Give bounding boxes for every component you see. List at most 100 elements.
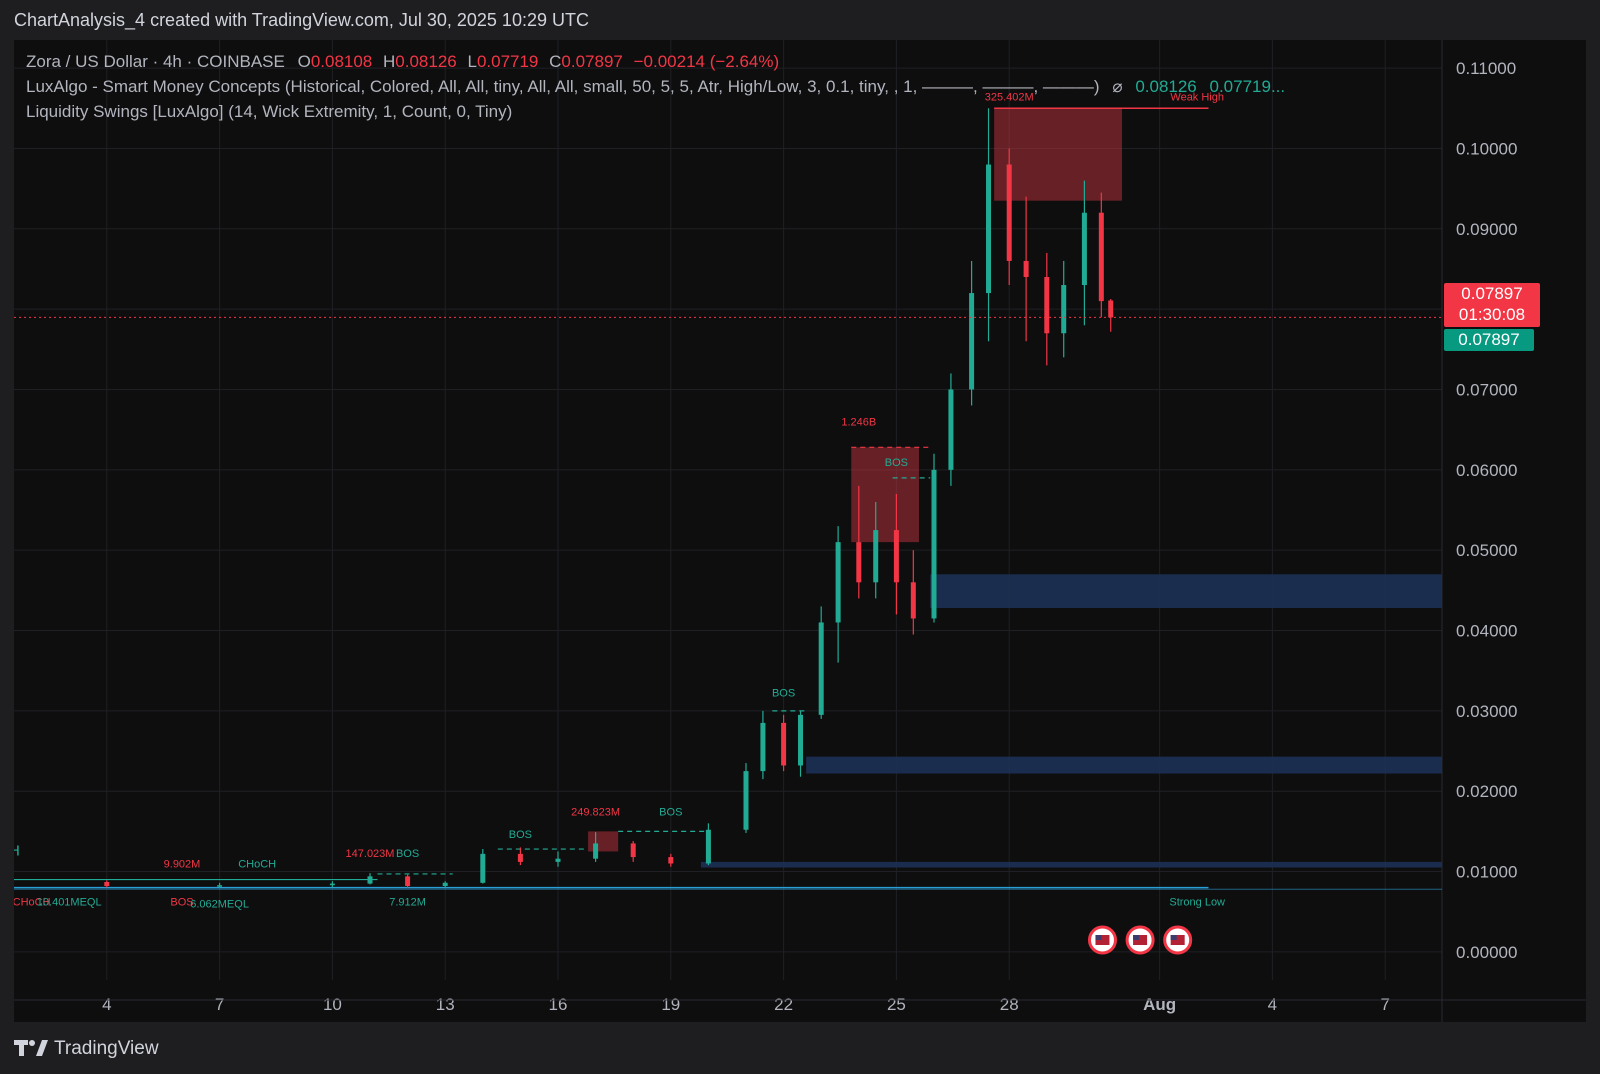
tradingview-logo-icon	[14, 1040, 48, 1056]
chart-annotation: BOS	[170, 896, 193, 908]
chart-annotation: 1.246B	[841, 417, 876, 429]
candle	[948, 389, 954, 470]
legend-low-label: L	[467, 52, 477, 71]
chart-annotation: BOS	[396, 848, 419, 860]
chart-annotation: BOS	[772, 687, 795, 699]
x-tick-label: 19	[661, 995, 680, 1014]
chart-annotation: 10.401MEQL	[37, 896, 102, 908]
supply-zone	[994, 108, 1122, 201]
candle	[818, 622, 824, 715]
x-tick-label: 10	[323, 995, 342, 1014]
candle	[329, 883, 335, 886]
chart-annotation: CHoCH	[238, 859, 276, 871]
y-tick-label: 0.02000	[1456, 782, 1517, 801]
candle	[893, 530, 899, 583]
legend-row-liquidity[interactable]: Liquidity Swings [LuxAlgo] (14, Wick Ext…	[26, 102, 512, 122]
candle	[1098, 212, 1104, 302]
x-tick-label: 4	[1268, 995, 1277, 1014]
chart-annotation: 6.062MEQL	[190, 899, 249, 911]
legend-open: 0.08108	[310, 52, 373, 71]
chart-annotation: CHoCH	[14, 842, 20, 859]
legend-close-label: C	[549, 52, 562, 71]
indicator-smc-label[interactable]: LuxAlgo - Smart Money Concepts (Historic…	[26, 77, 1100, 96]
y-tick-label: 0.03000	[1456, 702, 1517, 721]
x-tick-label: 7	[215, 995, 224, 1014]
y-tick-label: 0.01000	[1456, 863, 1517, 882]
indicator-smc-value-1: 0.08126	[1135, 77, 1197, 96]
chart-area[interactable]: 0.110000.100000.090000.080000.070000.060…	[14, 40, 1586, 1022]
x-tick-label: 13	[436, 995, 455, 1014]
candle	[1081, 212, 1087, 286]
legend-open-label: O	[297, 52, 311, 71]
x-tick-label: 22	[774, 995, 793, 1014]
candle	[217, 885, 223, 887]
candle	[743, 771, 749, 830]
candle	[931, 469, 937, 619]
candle	[1023, 260, 1029, 278]
legend-change: −0.00214 (−2.64%)	[633, 52, 780, 71]
indicator-liquidity-label[interactable]: Liquidity Swings [LuxAlgo] (14, Wick Ext…	[26, 102, 513, 121]
legend-low: 0.07719	[476, 52, 539, 71]
supply-zone	[588, 831, 619, 852]
chart-annotation: BOS	[509, 829, 532, 841]
x-tick-label: Aug	[1143, 995, 1176, 1014]
candle	[873, 530, 879, 583]
current-price-value: 0.07897	[1461, 284, 1523, 303]
candle	[104, 881, 110, 886]
close-price-tag: 0.07897	[1444, 329, 1534, 351]
candle	[442, 882, 448, 886]
y-tick-label: 0.00000	[1456, 943, 1517, 962]
us-flag-stripe-icon	[1133, 935, 1148, 945]
us-flag-stripe-icon	[1095, 935, 1110, 945]
indicator-smc-value-2: 0.07719...	[1209, 77, 1286, 96]
candle	[555, 858, 561, 862]
y-tick-label: 0.04000	[1456, 622, 1517, 641]
chart-header: ChartAnalysis_4 created with TradingView…	[14, 10, 589, 30]
candle-countdown: 01:30:08	[1458, 305, 1526, 324]
chart-annotation: 147.023M	[346, 848, 395, 860]
candle	[480, 853, 486, 883]
tradingview-logo[interactable]: TradingView	[14, 1038, 159, 1060]
candle	[835, 542, 841, 623]
indicator-hidden-icon[interactable]: ⌀	[1112, 77, 1123, 96]
candle	[367, 876, 373, 884]
x-tick-label: 4	[102, 995, 111, 1014]
candle	[405, 876, 411, 886]
supply-zone	[851, 447, 919, 543]
demand-zone	[930, 574, 1442, 609]
x-tick-label: 7	[1380, 995, 1389, 1014]
candle	[593, 843, 599, 859]
candle	[856, 542, 862, 583]
us-flag-stripe-icon	[1170, 935, 1185, 945]
chart-annotation: BOS	[885, 457, 908, 469]
candle	[517, 853, 523, 862]
chart-annotation: Weak High	[1170, 91, 1224, 103]
legend-row-ohlc: Zora / US Dollar · 4h · COINBASE O0.0810…	[26, 52, 779, 72]
candle	[781, 722, 787, 766]
candle	[760, 722, 766, 772]
legend-row-smc[interactable]: LuxAlgo - Smart Money Concepts (Historic…	[26, 77, 1285, 97]
candle	[1044, 277, 1050, 334]
y-tick-label: 0.09000	[1456, 220, 1517, 239]
x-tick-label: 25	[887, 995, 906, 1014]
y-tick-label: 0.10000	[1456, 139, 1517, 158]
chart-annotation: 9.902M	[164, 859, 201, 871]
chart-annotation: Strong Low	[1169, 896, 1225, 908]
y-tick-label: 0.07000	[1456, 380, 1517, 399]
legend-symbol[interactable]: Zora / US Dollar · 4h · COINBASE	[26, 52, 285, 71]
candlestick-chart[interactable]: 0.110000.100000.090000.080000.070000.060…	[14, 40, 1586, 1022]
current-price-tag: 0.07897 01:30:08	[1444, 283, 1540, 327]
candle	[910, 582, 916, 619]
candle	[1108, 300, 1114, 318]
chart-annotation: 325.402M	[985, 91, 1034, 103]
us-flag-canton-icon	[1133, 935, 1140, 940]
demand-zone	[806, 756, 1442, 774]
us-flag-canton-icon	[1170, 935, 1177, 940]
y-tick-label: 0.06000	[1456, 461, 1517, 480]
y-tick-label: 0.11000	[1456, 59, 1516, 78]
candle	[705, 829, 711, 864]
chart-annotation: CHoCH	[14, 896, 51, 908]
chart-annotation: BOS	[659, 806, 682, 818]
y-tick-label: 0.05000	[1456, 541, 1517, 560]
candle	[798, 714, 804, 766]
